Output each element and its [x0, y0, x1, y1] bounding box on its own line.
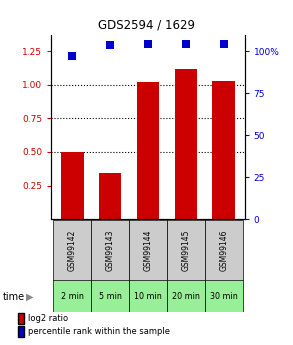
- Bar: [61, 152, 84, 219]
- Bar: [91, 280, 129, 312]
- Bar: [167, 220, 205, 281]
- Point: [183, 41, 188, 47]
- Text: 5 min: 5 min: [99, 292, 122, 301]
- Bar: [167, 280, 205, 312]
- Point: [146, 41, 150, 47]
- Bar: [129, 280, 167, 312]
- Bar: [91, 220, 129, 281]
- Text: GSM99143: GSM99143: [105, 230, 115, 271]
- Text: ▶: ▶: [25, 292, 33, 302]
- Text: 2 min: 2 min: [61, 292, 84, 301]
- Text: 10 min: 10 min: [134, 292, 162, 301]
- Text: percentile rank within the sample: percentile rank within the sample: [28, 327, 171, 336]
- Point: [70, 53, 74, 59]
- Text: GSM99146: GSM99146: [219, 230, 228, 271]
- Text: GSM99144: GSM99144: [144, 230, 152, 271]
- Bar: [205, 220, 243, 281]
- Text: GSM99142: GSM99142: [68, 230, 77, 271]
- Point: [222, 41, 226, 47]
- Bar: [175, 69, 197, 219]
- Text: 30 min: 30 min: [210, 292, 238, 301]
- Bar: [137, 82, 159, 219]
- Text: GSM99145: GSM99145: [181, 230, 190, 271]
- Bar: [53, 280, 91, 312]
- Text: log2 ratio: log2 ratio: [28, 314, 69, 323]
- Point: [108, 43, 113, 48]
- Bar: [205, 280, 243, 312]
- Bar: [53, 220, 91, 281]
- Bar: [212, 81, 235, 219]
- Text: time: time: [3, 292, 25, 302]
- Text: 20 min: 20 min: [172, 292, 200, 301]
- Bar: [129, 220, 167, 281]
- Bar: [99, 174, 121, 219]
- Text: GDS2594 / 1629: GDS2594 / 1629: [98, 19, 195, 32]
